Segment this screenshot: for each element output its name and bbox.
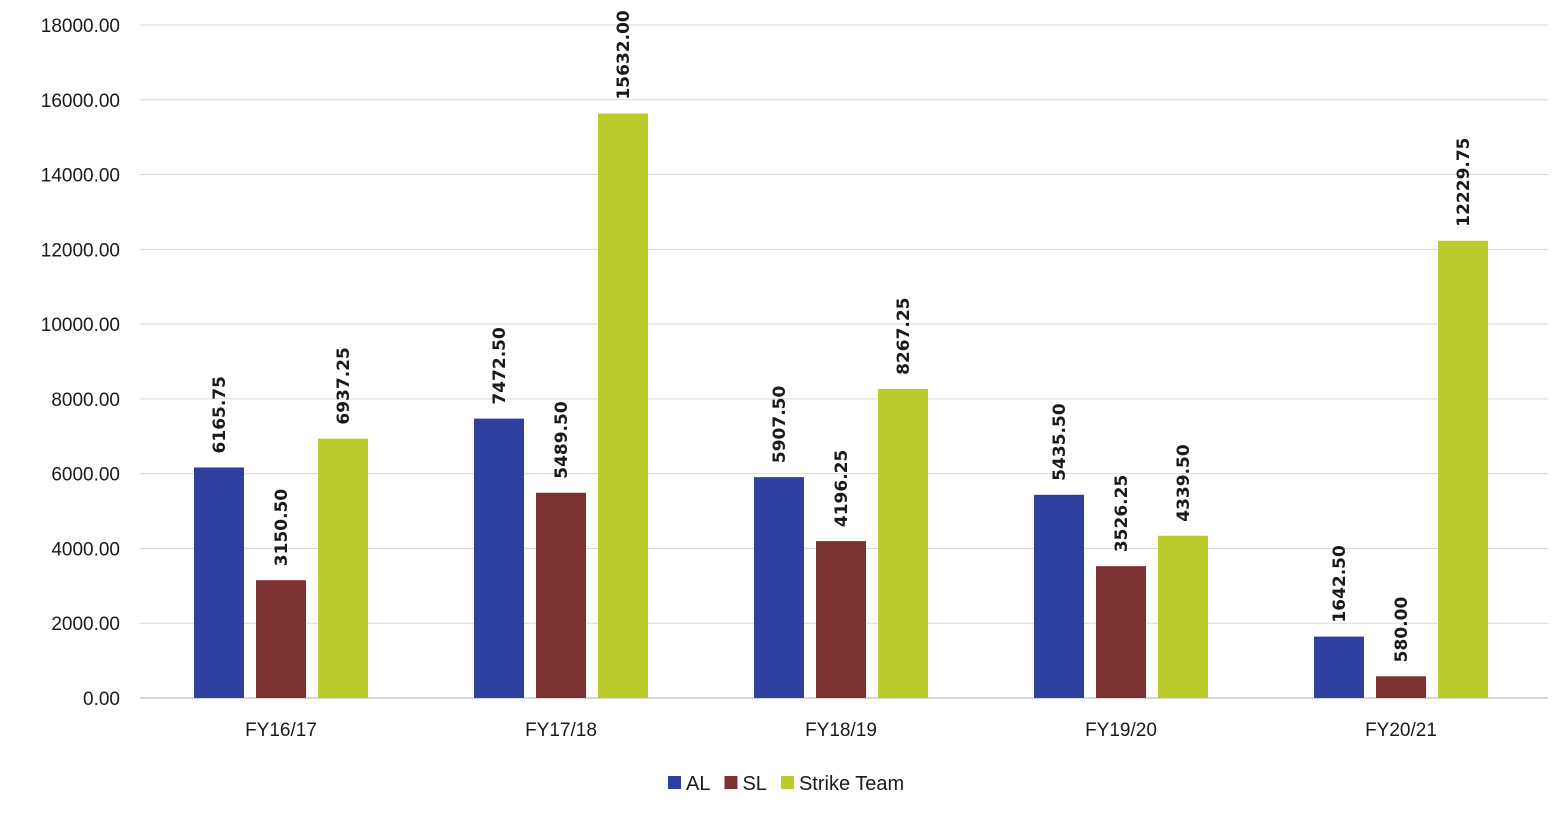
y-tick-label: 12000.00 xyxy=(41,240,120,261)
y-tick-label: 4000.00 xyxy=(51,539,120,560)
legend-swatch-al xyxy=(668,776,681,789)
y-tick-label: 14000.00 xyxy=(41,166,120,187)
y-tick-label: 10000.00 xyxy=(41,315,120,336)
x-tick-label: FY18/19 xyxy=(805,720,877,741)
bar-al-2 xyxy=(754,477,804,698)
bar-al-1 xyxy=(474,418,524,698)
bar-strike-team-1 xyxy=(598,113,648,699)
bar-al-3 xyxy=(1034,494,1084,698)
y-axis-ticks: 0.00 2000.00 4000.00 6000.00 8000.00 10000.00… xyxy=(41,16,120,710)
legend-swatch-sl xyxy=(724,776,738,789)
y-tick-label: 18000.00 xyxy=(41,16,120,37)
gridlines xyxy=(140,24,1548,699)
x-tick-label: FY19/20 xyxy=(1085,720,1157,741)
bar-sl-4 xyxy=(1376,676,1426,698)
x-axis-ticks: FY16/17 FY17/18 FY18/19 FY19/20 FY20/21 xyxy=(245,720,1437,741)
y-tick-label: 0.00 xyxy=(83,689,120,710)
bar-strike-team-0 xyxy=(318,438,368,698)
x-tick-label: FY16/17 xyxy=(245,720,317,741)
data-label: 3150.50 xyxy=(272,489,292,567)
data-labels: 6165.75 3150.50 6937.25 7472.50 5489.50 15632… xyxy=(210,10,1474,662)
data-label: 6937.25 xyxy=(334,347,354,424)
bar-al-0 xyxy=(194,467,244,698)
y-tick-label: 16000.00 xyxy=(41,91,120,112)
bar-sl-1 xyxy=(536,492,586,698)
data-label: 4196.25 xyxy=(832,450,852,527)
legend-swatch-strike-team xyxy=(780,776,794,789)
bars xyxy=(194,113,1488,699)
data-label: 4339.50 xyxy=(1174,444,1194,522)
x-tick-label: FY20/21 xyxy=(1365,720,1437,741)
bar-sl-2 xyxy=(816,541,866,698)
data-label: 1642.50 xyxy=(1330,545,1350,623)
data-label: 5435.50 xyxy=(1050,403,1070,481)
legend-label: Strike Team xyxy=(799,773,904,795)
data-label: 3526.25 xyxy=(1112,475,1132,552)
legend-label: AL xyxy=(686,773,710,795)
x-tick-label: FY17/18 xyxy=(525,720,597,741)
data-label: 8267.25 xyxy=(894,297,914,374)
data-label: 15632.00 xyxy=(614,10,634,99)
y-tick-label: 8000.00 xyxy=(51,390,120,411)
bar-sl-3 xyxy=(1096,566,1146,698)
bar-strike-team-3 xyxy=(1158,535,1208,698)
bar-strike-team-2 xyxy=(878,388,928,698)
data-label: 7472.50 xyxy=(490,327,510,405)
y-tick-label: 2000.00 xyxy=(51,614,120,635)
legend: AL SL Strike Team xyxy=(668,773,904,795)
data-label: 5907.50 xyxy=(770,386,790,464)
bar-strike-team-4 xyxy=(1438,240,1488,699)
data-label: 12229.75 xyxy=(1454,137,1474,226)
data-label: 5489.50 xyxy=(552,401,572,479)
y-tick-label: 6000.00 xyxy=(51,465,120,486)
bar-sl-0 xyxy=(256,580,306,698)
bar-al-4 xyxy=(1314,636,1364,698)
data-label: 6165.75 xyxy=(210,376,230,453)
data-label: 580.00 xyxy=(1392,597,1412,663)
legend-label: SL xyxy=(742,773,766,795)
